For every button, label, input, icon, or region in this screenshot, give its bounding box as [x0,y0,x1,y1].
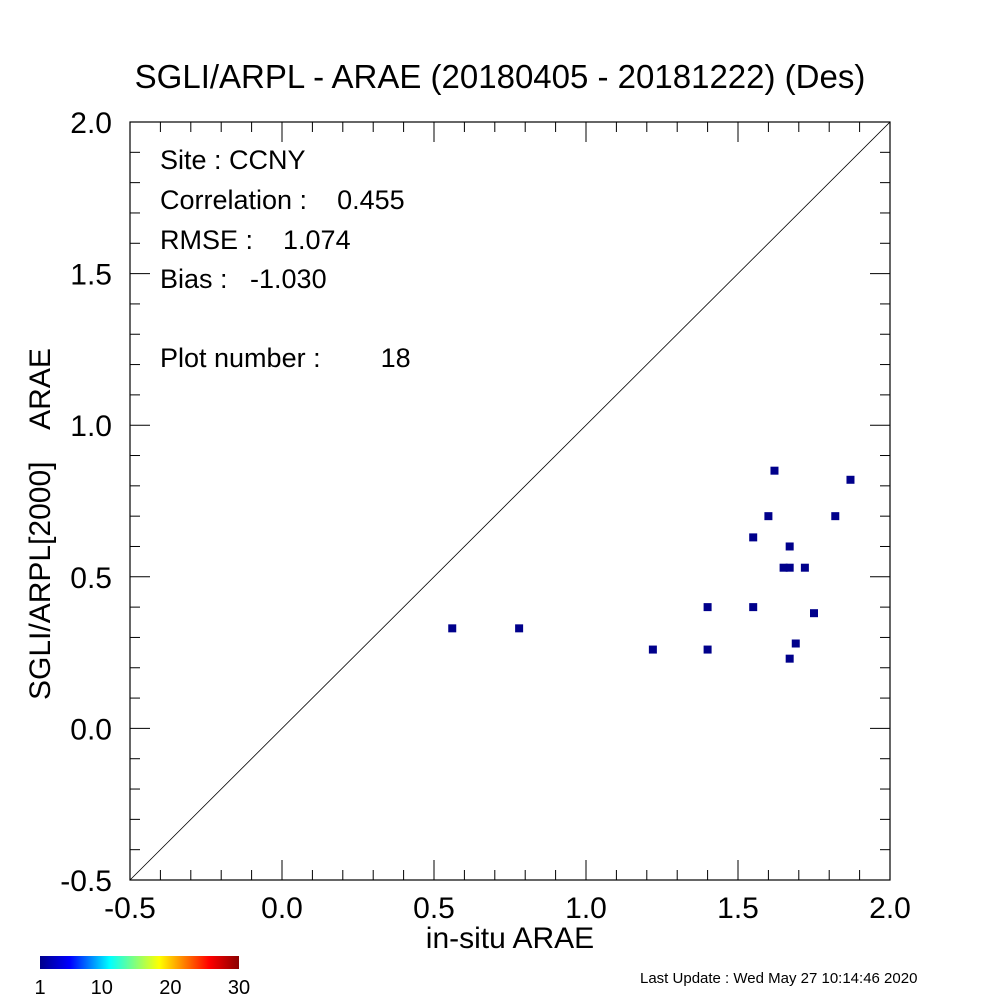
data-point [810,609,818,618]
y-tick-label: 0.0 [70,713,112,746]
data-point [779,563,788,572]
last-update-text: Last Update : Wed May 27 10:14:46 2020 [640,970,918,987]
y-tick-label: 0.5 [70,562,112,595]
stat-rmse: RMSE : 1.074 [160,225,351,255]
chart-title: SGLI/ARPL - ARAE (20180405 - 20181222) (… [134,58,866,95]
stat-site: Site : CCNY [160,145,306,175]
x-axis-label: in-situ ARAE [425,922,595,955]
data-point [770,466,779,475]
data-point [800,563,809,572]
data-point [831,512,840,521]
data-point [515,624,524,633]
y-axis-label: SGLI/ARPL[2000] ARAE [24,348,57,700]
data-point [448,624,457,633]
x-tick-label: 1.0 [565,892,607,925]
data-point [703,645,712,654]
x-tick-label: 1.5 [717,892,759,925]
x-tick-label: 0.5 [413,892,455,925]
y-tick-label: -0.5 [60,865,112,898]
x-tick-label: 2.0 [869,892,911,925]
colorbar-labels: 1 10 20 30 [34,977,250,999]
data-points [448,466,855,663]
data-point [846,475,855,484]
data-point [764,512,773,521]
data-point [749,603,758,612]
colorbar-tick-label: 30 [228,977,250,999]
data-point [785,563,794,572]
stat-correlation: Correlation : 0.455 [160,185,405,215]
data-point [703,603,712,612]
y-tick-label: 1.0 [70,410,112,443]
tick-labels: -0.5 0.0 0.5 1.0 1.5 2.0 -0.5 0.0 0.5 1.0 1.5 2.0 [60,107,911,925]
stat-plot-number: Plot number : 18 [160,343,411,373]
y-tick-label: 1.5 [70,259,112,292]
y-tick-label: 2.0 [70,107,112,140]
data-point [648,645,657,654]
colorbar-tick-label: 20 [159,977,181,999]
x-tick-label: 0.0 [261,892,303,925]
data-point [749,533,758,542]
colorbar [40,956,239,969]
data-point [785,542,794,551]
colorbar-tick-label: 1 [34,977,45,999]
stat-bias: Bias : -1.030 [160,264,327,294]
one-to-one-line [129,121,891,881]
data-point [791,639,800,648]
colorbar-tick-label: 10 [91,977,113,999]
axis-ticks [129,121,891,881]
data-point [785,654,794,663]
x-tick-label: -0.5 [104,892,156,925]
plot-frame [129,121,891,881]
